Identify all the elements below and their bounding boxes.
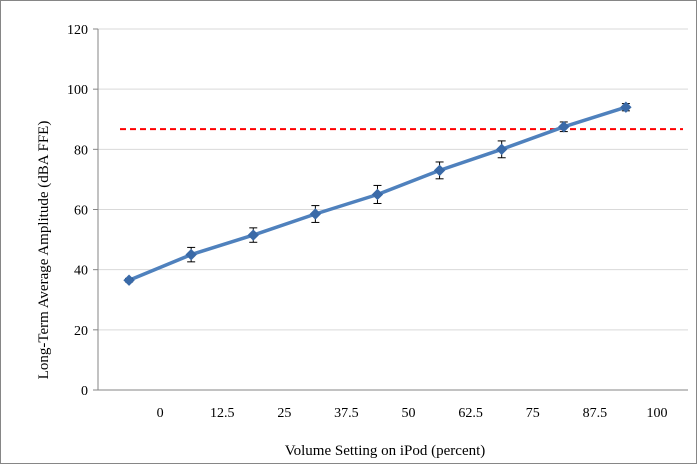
y-tick-label: 60: [74, 204, 88, 219]
series-layer: [123, 101, 632, 286]
y-tick-label: 120: [67, 23, 88, 38]
data-point: [620, 101, 632, 113]
x-tick-label: 87.5: [583, 406, 608, 421]
data-point: [495, 143, 508, 156]
x-tick-label: 37.5: [334, 406, 359, 421]
gridlines: [98, 28, 688, 331]
x-tick-label: 100: [646, 406, 667, 421]
data-point: [371, 188, 384, 201]
y-tick-label: 0: [81, 384, 88, 399]
y-tick-label: 40: [74, 264, 88, 279]
labels-layer: 0 20 40 60 80 100 120 0 12.5 25 37.5 50 62.5 75 87.5 10…: [67, 23, 667, 421]
y-axis-label: Long-Term Average Amplitude (dBA FFE): [36, 121, 52, 380]
x-tick-label: 75: [526, 406, 540, 421]
y-tick-label: 80: [74, 143, 88, 158]
data-point: [247, 229, 259, 241]
data-point: [309, 208, 322, 220]
data-point: [558, 121, 570, 133]
data-point: [433, 164, 446, 177]
y-tick-label: 20: [74, 324, 88, 339]
data-point: [185, 248, 197, 261]
data-point: [123, 274, 135, 286]
x-tick-label: 12.5: [210, 406, 235, 421]
x-tick-label: 25: [277, 406, 291, 421]
x-tick-label: 50: [402, 406, 416, 421]
y-tick-label: 100: [67, 83, 88, 98]
axes: [93, 28, 688, 391]
x-tick-label: 0: [157, 406, 164, 421]
x-tick-label: 62.5: [458, 406, 483, 421]
x-axis-label: Volume Setting on iPod (percent): [285, 443, 486, 459]
